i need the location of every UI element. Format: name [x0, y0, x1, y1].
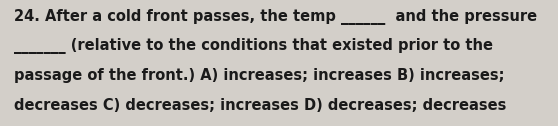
Text: decreases C) decreases; increases D) decreases; decreases: decreases C) decreases; increases D) dec…	[14, 98, 506, 113]
Text: 24. After a cold front passes, the temp ______  and the pressure: 24. After a cold front passes, the temp …	[14, 9, 537, 25]
Text: passage of the front.) A) increases; increases B) increases;: passage of the front.) A) increases; inc…	[14, 68, 504, 83]
Text: _______ (relative to the conditions that existed prior to the: _______ (relative to the conditions that…	[14, 38, 493, 54]
